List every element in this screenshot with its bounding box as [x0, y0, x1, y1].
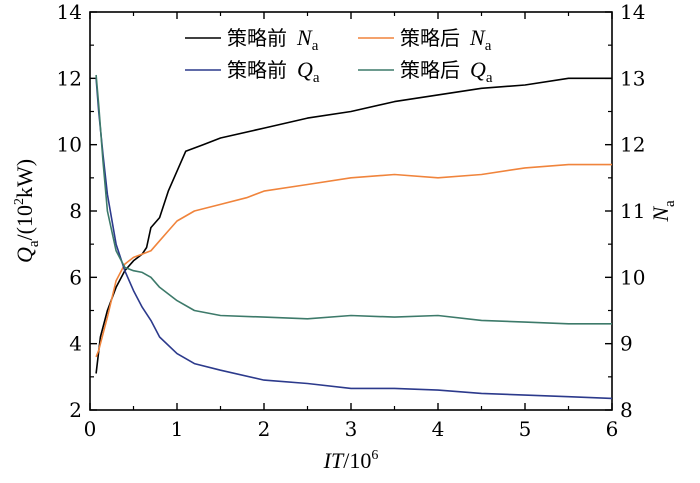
legend-label-2: 策略后 [400, 26, 460, 50]
x-axis-label-symbol: IT [323, 448, 345, 473]
y-left-label-exp: 2 [12, 198, 27, 205]
y-left-label-unit: /(10 [12, 205, 37, 240]
y-right-label-sub: a [662, 200, 678, 207]
x-axis-label-exp: 6 [371, 448, 378, 463]
y-right-tick-label: 8 [620, 398, 633, 422]
x-tick-label: 1 [171, 417, 184, 441]
legend-label-3: 策略前 [227, 58, 287, 82]
legend-symbol-3: Qa [297, 57, 320, 86]
y-left-tick-label: 4 [69, 332, 82, 356]
plot-frame [89, 11, 613, 411]
legend-symbol-2: Na [469, 25, 492, 54]
y-right-tick-label: 13 [620, 66, 645, 90]
legend: 策略前 Na 策略后 Na 策略前 Qa 策略后 Qa [185, 25, 493, 86]
series-line-3 [95, 78, 613, 400]
y-right-tick-label: 10 [620, 265, 645, 289]
x-tick-label: 4 [432, 417, 445, 441]
y-right-label-symbol: N [648, 206, 673, 223]
y-left-tick-label: 14 [57, 0, 82, 24]
series-line-2 [95, 163, 612, 358]
series-line-4 [95, 74, 612, 325]
y-left-tick-label: 6 [69, 265, 82, 289]
x-tick-label: 6 [606, 417, 619, 441]
legend-label-1: 策略前 [227, 26, 287, 50]
legend-symbol-1: Na [296, 25, 319, 54]
y-right-tick-label: 9 [620, 332, 633, 356]
series-line-1 [95, 77, 612, 374]
x-axis-label-unit: /10 [343, 448, 371, 473]
y-right-tick-label: 14 [620, 0, 645, 24]
y-left-axis-label: Qa/(102kW) [12, 159, 42, 263]
x-axis-label: IT/106 [323, 448, 379, 473]
y-right-tick-label: 11 [620, 199, 645, 223]
x-tick-label: 0 [84, 417, 97, 441]
y-left-label-tail: kW) [12, 159, 37, 198]
x-tick-label: 3 [345, 417, 358, 441]
y-left-label-sub: a [26, 240, 42, 247]
y-right-axis-label: Na [648, 200, 678, 223]
y-left-tick-label: 10 [57, 133, 82, 157]
y-left-tick-label: 2 [69, 398, 82, 422]
legend-symbol-4: Qa [470, 57, 493, 86]
plot-area [89, 11, 613, 411]
x-tick-label: 5 [519, 417, 532, 441]
series-lines [95, 74, 613, 400]
y-left-tick-label: 12 [57, 66, 82, 90]
y-right-tick-label: 12 [620, 133, 645, 157]
legend-label-4: 策略后 [400, 58, 460, 82]
y-left-tick-label: 8 [69, 199, 82, 223]
axis-ticks [89, 11, 613, 411]
x-tick-label: 2 [258, 417, 271, 441]
y-left-label-symbol: Q [12, 247, 37, 263]
